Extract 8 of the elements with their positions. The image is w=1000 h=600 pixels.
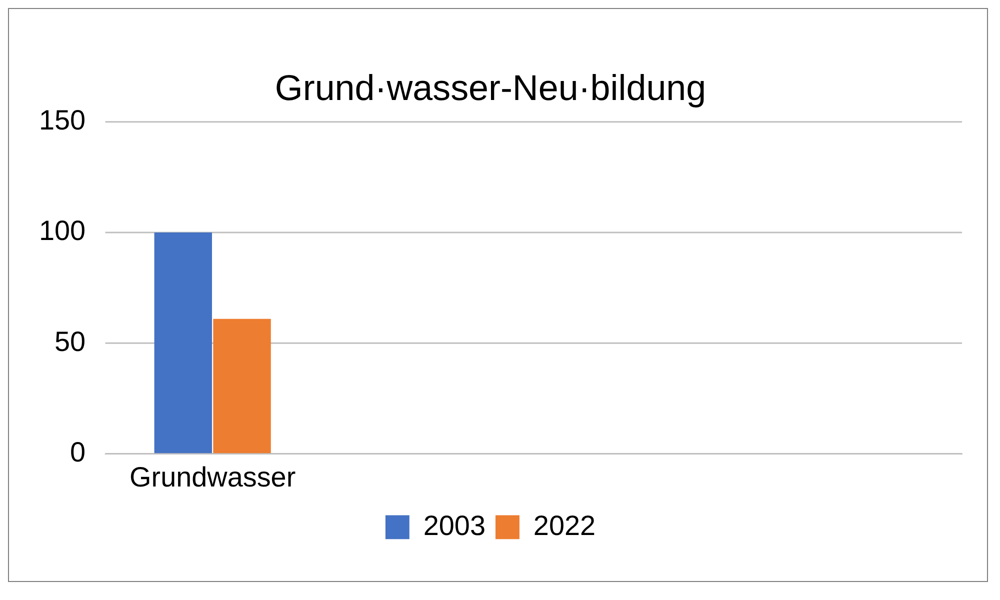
- y-tick-label: 0: [70, 436, 86, 468]
- y-tick-label: 100: [38, 215, 86, 246]
- legend-label: 2022: [533, 510, 596, 541]
- y-tick-label: 150: [38, 104, 86, 136]
- y-tick-label: 50: [54, 326, 86, 357]
- legend-label: 2003: [423, 510, 486, 541]
- x-tick-label: Grundwasser: [130, 461, 296, 492]
- chart-title: Grund·wasser-Neu·bildung: [274, 68, 706, 108]
